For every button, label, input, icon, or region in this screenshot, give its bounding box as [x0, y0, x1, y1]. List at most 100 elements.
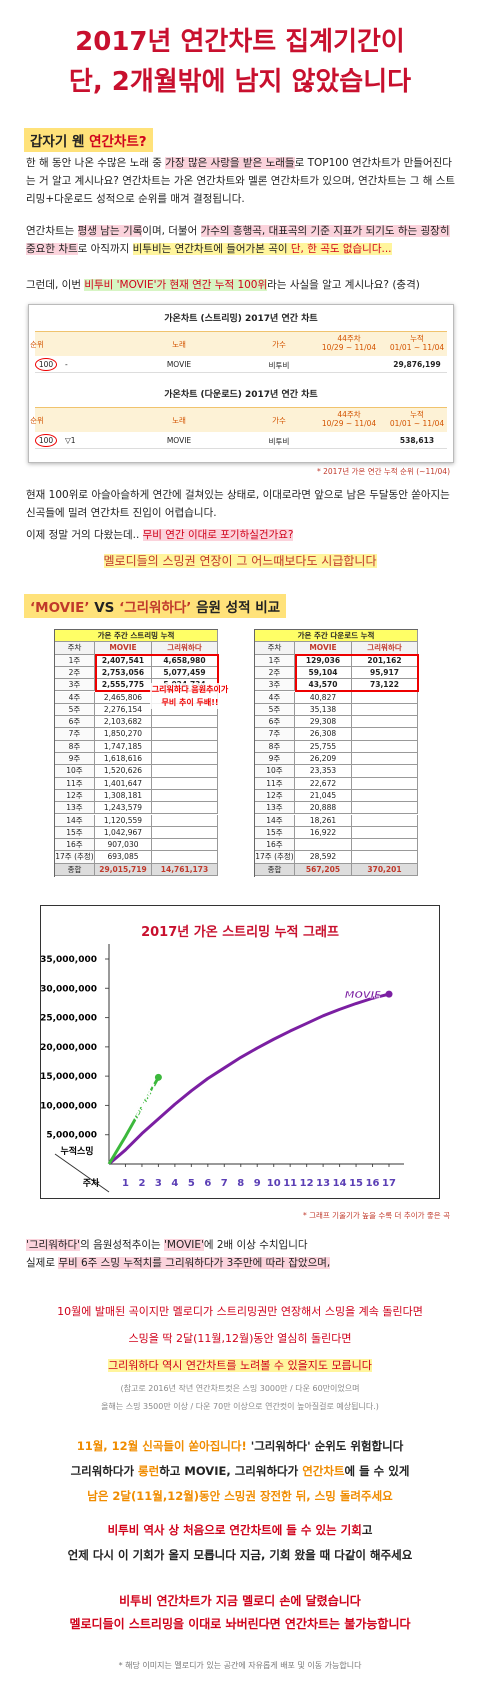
table-cell [352, 753, 418, 766]
table-cell: 1,308,181 [95, 789, 152, 803]
paragraph: 연간차트는 평생 남는 기록이며, 더불어 가수의 흥행곡, 대표곡의 기준 지… [26, 222, 456, 258]
capture-row-line [35, 372, 447, 373]
text-segment: 올해는 스밍 3500만 이상 / 다운 70만 이상으로 연간컷이 높아질걸로… [101, 1402, 379, 1411]
table-cell: 370,201 [352, 863, 418, 876]
table-cell [152, 753, 218, 766]
text-line: (참고로 2016년 작년 연간차트컷은 스밍 3000만 / 다운 60만이었… [0, 1380, 480, 1398]
table-cell: 14주 [55, 814, 95, 827]
table-cell: 종합 [55, 863, 95, 876]
table-cell: 1,850,270 [95, 728, 152, 741]
table-cell: 17주 (추정) [255, 851, 295, 864]
table-cell [152, 826, 218, 840]
capture-header: 가수 [272, 416, 286, 425]
table-cell: 16,922 [295, 826, 352, 840]
capture-header: 순위 [30, 416, 44, 425]
table-cell: 21,045 [295, 789, 352, 803]
table-cell: 2,465,806 [95, 691, 152, 704]
annotation-line: 그리워하다 음원추이가 [151, 685, 229, 695]
x-tick-label: 5 [188, 1178, 195, 1189]
table-cell: 907,030 [95, 839, 152, 852]
table-cell: 2,103,682 [95, 716, 152, 729]
x-tick-label: 2 [138, 1178, 145, 1189]
table-cell: 16주 [255, 839, 295, 852]
table-cell: 1주 [255, 654, 295, 667]
text-segment: 의 음원성적추이는 [80, 1239, 165, 1251]
x-tick-label: 8 [237, 1178, 244, 1189]
text-line: 언제 다시 이 기회가 올지 모릅니다 지금, 기회 왔을 때 다같이 해주세요 [0, 1543, 480, 1568]
text-segment: 평생 남는 기록 [77, 225, 143, 237]
x-tick-label: 12 [300, 1178, 314, 1189]
table-cell: 12주 [255, 789, 295, 803]
table-cell [152, 777, 218, 790]
paragraph: 현재 100위로 아슬아슬하게 연간에 걸쳐있는 상태로, 이대로라면 앞으로 … [26, 486, 456, 522]
table-cell: 693,085 [95, 851, 152, 864]
capture-header: 44주차 [337, 410, 361, 419]
table-cell: 2주 [255, 666, 295, 680]
y-tick-label: 35,000,000 [41, 955, 97, 965]
capture-header: 01/01 ~ 11/04 [389, 343, 445, 352]
capture-title: 가온차트 (다운로드) 2017년 연간 차트 [164, 390, 318, 400]
table-cell [152, 851, 218, 864]
table-cell [152, 789, 218, 803]
text-segment: 연간차트는 [26, 225, 78, 237]
table-cell: 10주 [255, 765, 295, 778]
table-cell: 주차 [55, 642, 95, 655]
table-cell: 7주 [255, 728, 295, 741]
table-cell: 4주 [55, 691, 95, 704]
footnote: * 해당 이미지는 멜로디가 있는 공간에 자유롭게 배포 및 이동 가능합니다 [118, 1661, 362, 1670]
table-cell: 13주 [255, 802, 295, 815]
table-cell [352, 716, 418, 729]
series-label: MOVIE [345, 990, 382, 1001]
capture-header: 10/29 ~ 11/04 [321, 419, 377, 428]
song: MOVIE [166, 436, 192, 445]
table-cell: 35,138 [295, 703, 352, 717]
caption: * 그래프 기울기가 높을 수록 더 추이가 좋은 곡 [302, 1211, 450, 1220]
x-tick-label: 10 [267, 1178, 281, 1189]
table-frame [54, 629, 218, 877]
table-cell: 11주 [55, 777, 95, 790]
capture-header: 누적 [410, 334, 424, 343]
text-line: 단, 2개월밖에 남지 않았습니다 [68, 67, 412, 97]
table-cell: 5주 [255, 703, 295, 717]
text-segment: 비투비는 연간차트에 들어가본 곡이 [132, 243, 291, 255]
text-line: 남은 2달(11월,12월)동안 스밍권 장전한 뒤, 스밍 돌려주세요 [0, 1484, 480, 1509]
text-segment: (참고로 2016년 작년 연간차트컷은 스밍 3000만 / 다운 60만이었… [120, 1384, 360, 1393]
caption: * 2017년 가온 연간 누적 순위 (~11/04) [317, 467, 450, 476]
table-cell: 1,401,647 [95, 777, 152, 790]
table-cell: 7주 [55, 728, 95, 741]
table-cell: 13주 [55, 802, 95, 815]
text-segment: 그리워하다 역시 연간차트를 노려볼 수 있을지도 모릅니다 [108, 1359, 372, 1372]
x-tick-label: 3 [155, 1178, 162, 1189]
text-segment: 한 해 동안 나온 수많은 노래 중 [26, 157, 166, 169]
table-cell: 25,755 [295, 740, 352, 753]
text-segment: 'MOVIE' [164, 1239, 204, 1251]
highlight-box [295, 653, 419, 693]
x-tick-label: 16 [366, 1178, 380, 1189]
section-heading: 갑자기 웬 연간차트? [24, 128, 153, 152]
final: 비투비 연간차트가 지금 멜로디 손에 달렸습니다 멜로디들이 스트리밍을 이대로… [0, 1590, 480, 1636]
text-segment: 그리워하다가 [70, 1464, 139, 1478]
artist: 비투비 [268, 437, 290, 446]
text-segment: 로 TOP100 연간차트가 만들어진다는 거 알고 계시나요? 연간차트는 가… [26, 157, 456, 205]
text-segment: 고 [361, 1523, 373, 1537]
table-cell: 6주 [255, 716, 295, 729]
text-line: 그리워하다 역시 연간차트를 노려볼 수 있을지도 모릅니다 [0, 1352, 480, 1379]
table-cell [352, 851, 418, 864]
table-cell: 129,036 [295, 654, 352, 667]
chart-title: 2017년 가온 스트리밍 누적 그래프 [141, 924, 339, 940]
table-cell: 4주 [255, 691, 295, 704]
table-cell [352, 691, 418, 704]
chance: 비투비 역사 상 처음으로 연간차트에 들 수 있는 기회고 언제 다시 이 기회… [0, 1518, 480, 1568]
x-tick-label: 1 [122, 1178, 129, 1189]
table-cell: 1,042,967 [95, 826, 152, 840]
table-cell [152, 728, 218, 741]
text-line: '그리워하다'의 음원성적추이는 'MOVIE'에 2배 이상 수치입니다 [26, 1236, 456, 1254]
y-tick-label: 20,000,000 [41, 1043, 97, 1053]
table-cell: 567,205 [295, 863, 352, 876]
x-axis-label: 주차 [83, 1177, 100, 1189]
corner-divider [54, 1153, 110, 1193]
text-segment: 남은 2달(11월,12월)동안 스밍권 장전한 뒤, 스밍 돌려주세요 [87, 1489, 393, 1503]
table-cell [352, 728, 418, 741]
table-cell [152, 716, 218, 729]
text-segment: 10월에 발매된 곡이지만 멜로디가 스트리밍권만 연장해서 스밍을 계속 돌린… [57, 1305, 423, 1318]
